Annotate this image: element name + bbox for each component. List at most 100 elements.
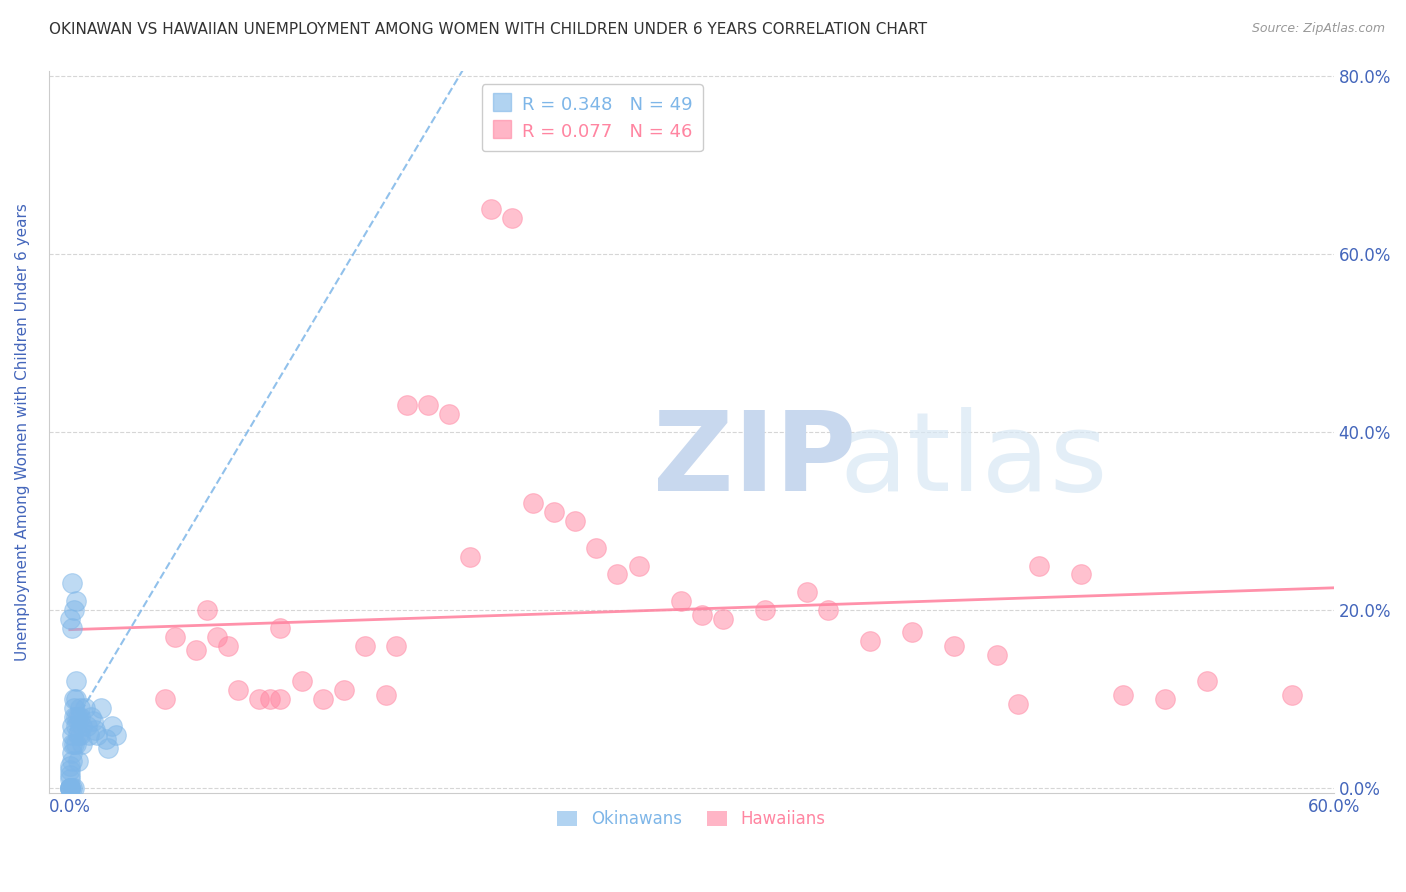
Point xyxy=(60,737,83,751)
Point xyxy=(63,781,86,796)
Point xyxy=(711,612,734,626)
Point xyxy=(69,701,91,715)
Point xyxy=(374,688,396,702)
Point xyxy=(606,567,628,582)
Text: ZIP: ZIP xyxy=(652,408,856,515)
Point xyxy=(217,639,239,653)
Point xyxy=(94,732,117,747)
Point xyxy=(901,625,924,640)
Point xyxy=(59,759,82,773)
Point xyxy=(72,737,94,751)
Point xyxy=(564,514,586,528)
Legend: Okinawans, Hawaiians: Okinawans, Hawaiians xyxy=(551,804,832,835)
Point xyxy=(80,710,103,724)
Point xyxy=(1197,674,1219,689)
Point xyxy=(332,683,354,698)
Point xyxy=(82,714,104,729)
Point xyxy=(311,692,333,706)
Point xyxy=(754,603,776,617)
Point xyxy=(195,603,218,617)
Point xyxy=(153,692,176,706)
Point xyxy=(986,648,1008,662)
Text: atlas: atlas xyxy=(839,408,1108,515)
Point xyxy=(859,634,882,648)
Point xyxy=(69,710,91,724)
Point xyxy=(97,741,120,756)
Point xyxy=(669,594,692,608)
Point xyxy=(59,612,82,626)
Point xyxy=(1154,692,1177,706)
Point xyxy=(63,701,86,715)
Point xyxy=(76,719,98,733)
Point xyxy=(458,549,481,564)
Point xyxy=(60,746,83,760)
Point xyxy=(90,701,112,715)
Point xyxy=(60,755,83,769)
Point xyxy=(60,719,83,733)
Point xyxy=(63,692,86,706)
Point xyxy=(65,674,87,689)
Text: Source: ZipAtlas.com: Source: ZipAtlas.com xyxy=(1251,22,1385,36)
Point xyxy=(269,621,291,635)
Point xyxy=(1028,558,1050,573)
Point xyxy=(165,630,187,644)
Point xyxy=(796,585,818,599)
Point xyxy=(416,398,439,412)
Point xyxy=(86,728,108,742)
Point xyxy=(65,737,87,751)
Point xyxy=(59,781,82,796)
Y-axis label: Unemployment Among Women with Children Under 6 years: Unemployment Among Women with Children U… xyxy=(15,203,30,661)
Point xyxy=(60,576,83,591)
Point xyxy=(627,558,650,573)
Point xyxy=(395,398,418,412)
Point xyxy=(60,781,83,796)
Point xyxy=(186,643,208,657)
Point xyxy=(59,772,82,787)
Point xyxy=(247,692,270,706)
Point xyxy=(690,607,713,622)
Point xyxy=(59,764,82,778)
Point xyxy=(522,496,544,510)
Point xyxy=(385,639,408,653)
Point xyxy=(105,728,128,742)
Point xyxy=(207,630,229,644)
Point xyxy=(59,781,82,796)
Point xyxy=(290,674,312,689)
Point xyxy=(84,723,107,738)
Point xyxy=(60,621,83,635)
Point xyxy=(1281,688,1303,702)
Point xyxy=(72,719,94,733)
Point xyxy=(65,594,87,608)
Point xyxy=(67,710,90,724)
Point xyxy=(59,781,82,796)
Point xyxy=(65,692,87,706)
Point xyxy=(63,737,86,751)
Text: OKINAWAN VS HAWAIIAN UNEMPLOYMENT AMONG WOMEN WITH CHILDREN UNDER 6 YEARS CORREL: OKINAWAN VS HAWAIIAN UNEMPLOYMENT AMONG … xyxy=(49,22,928,37)
Point xyxy=(73,701,96,715)
Point xyxy=(67,728,90,742)
Point xyxy=(1112,688,1135,702)
Point xyxy=(65,710,87,724)
Point xyxy=(353,639,375,653)
Point xyxy=(63,603,86,617)
Point xyxy=(817,603,839,617)
Point xyxy=(60,728,83,742)
Point xyxy=(259,692,281,706)
Point xyxy=(585,541,607,555)
Point xyxy=(63,710,86,724)
Point xyxy=(479,202,502,217)
Point xyxy=(69,728,91,742)
Point xyxy=(501,211,523,226)
Point xyxy=(77,728,100,742)
Point xyxy=(269,692,291,706)
Point xyxy=(228,683,250,698)
Point xyxy=(543,505,565,519)
Point xyxy=(1070,567,1092,582)
Point xyxy=(1007,697,1029,711)
Point xyxy=(67,755,90,769)
Point xyxy=(943,639,966,653)
Point xyxy=(65,719,87,733)
Point xyxy=(437,407,460,421)
Point xyxy=(59,768,82,782)
Point xyxy=(59,781,82,796)
